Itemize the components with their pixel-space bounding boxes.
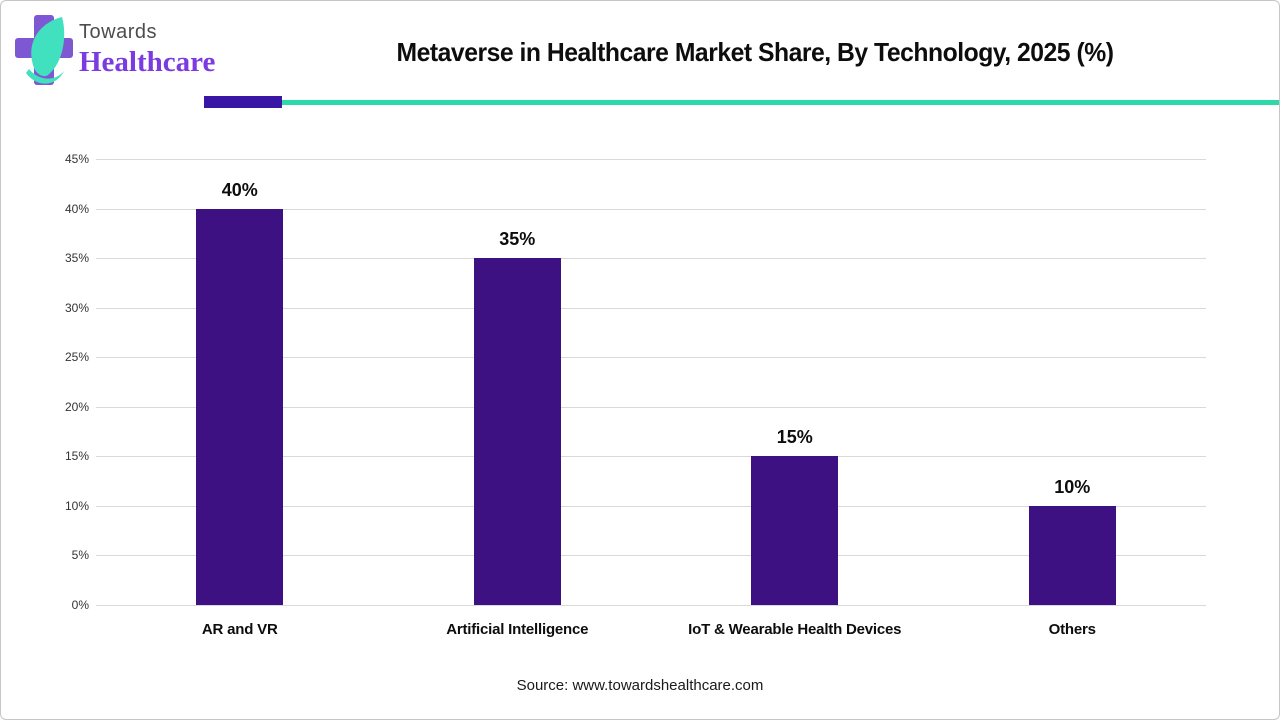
y-axis-tick-label: 25% (64, 350, 89, 365)
gridline (96, 258, 1206, 260)
y-axis-tick-label: 15% (64, 449, 89, 464)
towards-healthcare-logo: Towards Healthcare (13, 11, 263, 89)
bar-value-label: 15% (776, 427, 813, 448)
gridline (96, 555, 1206, 557)
y-axis-tick-label: 10% (64, 498, 89, 513)
bar-value-label: 40% (221, 179, 258, 200)
header-divider-teal-line (282, 100, 1279, 105)
gridline (96, 605, 1206, 606)
bar-artificial-intelligence (473, 258, 561, 605)
x-axis-category-label: Others (1048, 621, 1096, 638)
y-axis-tick-label: 0% (71, 598, 89, 612)
chart-title: Metaverse in Healthcare Market Share, By… (396, 37, 1114, 67)
bar-ar-and-vr (196, 208, 284, 605)
bar-value-label: 35% (499, 229, 536, 250)
gridline (96, 357, 1206, 359)
logo-text: Towards Healthcare (79, 21, 215, 79)
source-text: Source: www.towardshealthcare.com (516, 677, 764, 694)
logo-cross-leaf-icon (15, 15, 73, 85)
gridline (96, 406, 1206, 408)
x-axis-category-label: Artificial Intelligence (446, 621, 589, 638)
header-divider-purple-segment (204, 96, 282, 108)
gridline (96, 307, 1206, 309)
y-axis-tick-label: 30% (64, 300, 89, 315)
bar-others (1028, 505, 1116, 605)
gridline (96, 505, 1206, 507)
y-axis-tick-label: 45% (64, 152, 89, 166)
y-axis-tick-label: 40% (64, 201, 89, 216)
y-axis-tick-label: 35% (64, 251, 89, 266)
gridline (96, 456, 1206, 458)
x-axis-category-label: IoT & Wearable Health Devices (688, 621, 902, 638)
y-axis-tick-label: 20% (64, 399, 89, 414)
gridline (96, 159, 1206, 160)
y-axis-tick-label: 5% (71, 548, 89, 563)
bar-value-label: 10% (1054, 476, 1091, 497)
logo-line2: Healthcare (79, 46, 216, 78)
gridline (96, 208, 1206, 210)
logo-line1: Towards (79, 21, 157, 43)
bar-iot-wearable-health-devices (751, 456, 839, 605)
x-axis-category-label: AR and VR (201, 621, 278, 638)
